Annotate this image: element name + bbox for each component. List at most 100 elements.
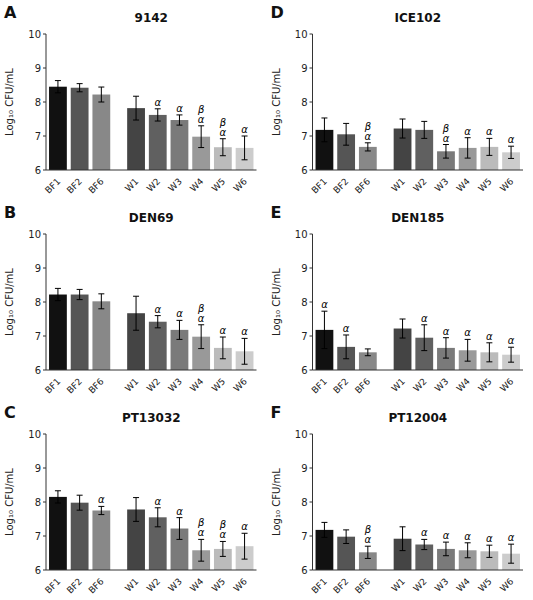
error-bar	[321, 118, 327, 142]
y-tick	[310, 434, 313, 435]
annotation: α	[98, 494, 105, 505]
bars	[316, 118, 520, 170]
y-tick	[310, 502, 313, 503]
panel: 678910BF1BF2BF6W1W2W3W4W5W6αβαβαααLog₁₀ …	[271, 3, 524, 195]
x-axis	[46, 570, 257, 571]
error-bar	[98, 87, 104, 102]
error-bar	[465, 543, 471, 558]
panel: 678910BF1BF2BF6W1W2W3W4W5W6αααβαβαLog₁₀ …	[4, 3, 257, 195]
panel-label: D	[271, 3, 284, 22]
y-axis-label: Log₁₀ CFU/mL	[271, 68, 282, 136]
error-bar	[421, 325, 427, 351]
annotation: α	[321, 299, 328, 310]
y-tick	[310, 102, 313, 103]
y-tick-label: 10	[295, 29, 308, 40]
error-bar	[176, 320, 182, 339]
error-bar	[321, 311, 327, 348]
error-bar	[486, 138, 492, 155]
x-tick-label: W4	[455, 576, 473, 594]
x-tick-label: BF2	[65, 576, 84, 595]
error-bar	[77, 289, 83, 299]
annotation: α	[176, 308, 183, 319]
x-tick-label: W5	[210, 376, 227, 393]
x-tick-label: W4	[188, 576, 206, 594]
annotation: α	[154, 496, 161, 507]
panel: 678910BF1BF2BF6W1W2W3W4W5W6αααααααLog₁₀ …	[271, 203, 524, 395]
error-bar	[486, 545, 492, 557]
x-tick-label: W1	[123, 376, 140, 393]
x-tick-label: W6	[498, 576, 516, 594]
y-tick-label: 7	[301, 331, 307, 342]
y-tick-label: 9	[301, 463, 307, 474]
x-tick-label: BF2	[331, 576, 350, 595]
bar	[71, 88, 89, 170]
annotation: α	[343, 323, 350, 334]
title: ICE102	[394, 11, 441, 25]
error-bar	[155, 109, 161, 121]
x-tick-label: W1	[390, 176, 407, 193]
y-tick	[43, 468, 46, 469]
bar	[149, 115, 167, 170]
y-tick	[310, 234, 313, 235]
y-tick-label: 7	[301, 531, 307, 542]
error-bar	[400, 119, 406, 138]
error-bar	[133, 96, 139, 120]
y-tick	[310, 268, 313, 269]
x-tick-label: BF1	[310, 576, 329, 595]
y-tick	[310, 336, 313, 337]
figure: 678910BF1BF2BF6W1W2W3W4W5W6αααβαβαLog₁₀ …	[0, 0, 533, 600]
y-tick-label: 10	[295, 229, 308, 240]
panel: 678910BF1BF2BF6W1W2W3W4W5W6ααααβαβαLog₁₀…	[4, 403, 257, 595]
x-axis	[313, 170, 524, 171]
x-tick-label: W3	[433, 576, 450, 593]
y-tick-label: 6	[301, 365, 307, 376]
bars	[49, 491, 253, 570]
y-tick	[43, 268, 46, 269]
panel-label: F	[271, 403, 282, 422]
x-tick-label: W3	[166, 176, 183, 193]
error-bar	[98, 506, 104, 514]
annotation: α	[508, 532, 515, 543]
error-bar	[343, 530, 349, 544]
y-tick	[43, 234, 46, 235]
x-tick-label: BF6	[87, 176, 106, 195]
y-tick-label: 8	[35, 297, 41, 308]
error-bar	[220, 541, 226, 556]
y-tick	[310, 302, 313, 303]
annotation: α	[464, 126, 471, 137]
y-axis-label: Log₁₀ CFU/mL	[4, 468, 15, 536]
annotation: α	[486, 331, 493, 342]
bar	[71, 503, 89, 570]
y-tick-label: 8	[301, 497, 307, 508]
x-tick-label: BF1	[310, 376, 329, 395]
y-tick-label: 6	[301, 165, 307, 176]
x-tick-label: W4	[455, 176, 473, 194]
y-tick	[43, 302, 46, 303]
x-tick-label: W3	[166, 576, 183, 593]
annotation: α	[508, 134, 515, 145]
x-tick-label: BF6	[353, 376, 372, 395]
y-axis-label: Log₁₀ CFU/mL	[271, 268, 282, 336]
y-tick	[43, 434, 46, 435]
annotation: α	[154, 97, 161, 108]
x-tick-label: BF2	[331, 376, 350, 395]
x-tick-label: BF1	[43, 576, 62, 595]
annotation: β	[197, 303, 205, 314]
y-tick-label: 10	[28, 229, 41, 240]
bars	[49, 288, 253, 370]
annotation: β	[197, 517, 205, 528]
error-bar	[198, 126, 204, 148]
error-bar	[486, 343, 492, 362]
error-bar	[176, 115, 182, 125]
x-tick-label: W1	[390, 376, 407, 393]
x-tick-label: BF6	[87, 576, 106, 595]
y-tick-label: 8	[301, 97, 307, 108]
x-tick-label: BF2	[65, 176, 84, 195]
error-bar	[508, 146, 514, 158]
annotation: α	[443, 530, 450, 541]
bars	[49, 81, 253, 170]
error-bar	[77, 84, 83, 92]
y-tick-label: 7	[35, 531, 41, 542]
y-tick	[43, 336, 46, 337]
bar	[49, 497, 67, 570]
